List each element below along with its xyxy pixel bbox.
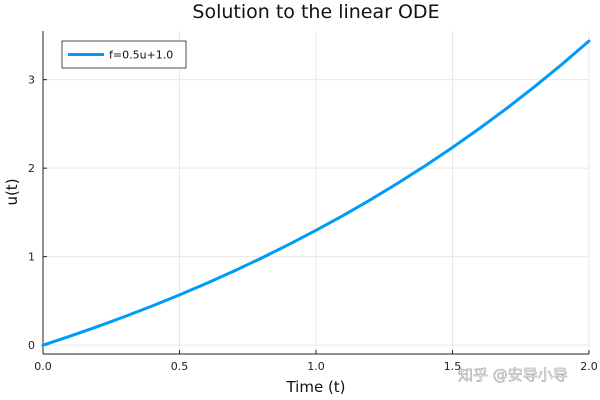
x-tick-label: 0.0 xyxy=(34,360,52,373)
x-tick-label: 2.0 xyxy=(580,360,598,373)
x-tick-label: 1.0 xyxy=(307,360,325,373)
legend: f=0.5u+1.0 xyxy=(61,40,187,69)
series-layer xyxy=(41,39,591,347)
x-tick-label: 0.5 xyxy=(171,360,189,373)
chart-title: Solution to the linear ODE xyxy=(192,1,439,23)
y-tick-label: 2 xyxy=(28,162,35,175)
y-tick-label: 0 xyxy=(28,339,35,352)
grid xyxy=(42,31,590,354)
legend-label: f=0.5u+1.0 xyxy=(109,49,173,62)
x-tick-label: 1.5 xyxy=(444,360,462,373)
ticks: 0.0 0.5 1.0 1.5 2.0 0 1 2 3 xyxy=(28,74,598,373)
y-tick-label: 1 xyxy=(28,251,35,264)
x-axis-title: Time (t) xyxy=(285,378,345,396)
legend-box xyxy=(61,40,187,69)
y-axis-title: u(t) xyxy=(3,178,21,205)
series-line xyxy=(41,39,591,347)
watermark: 知乎 @安导小导 xyxy=(458,366,568,384)
y-tick-label: 3 xyxy=(28,74,35,87)
